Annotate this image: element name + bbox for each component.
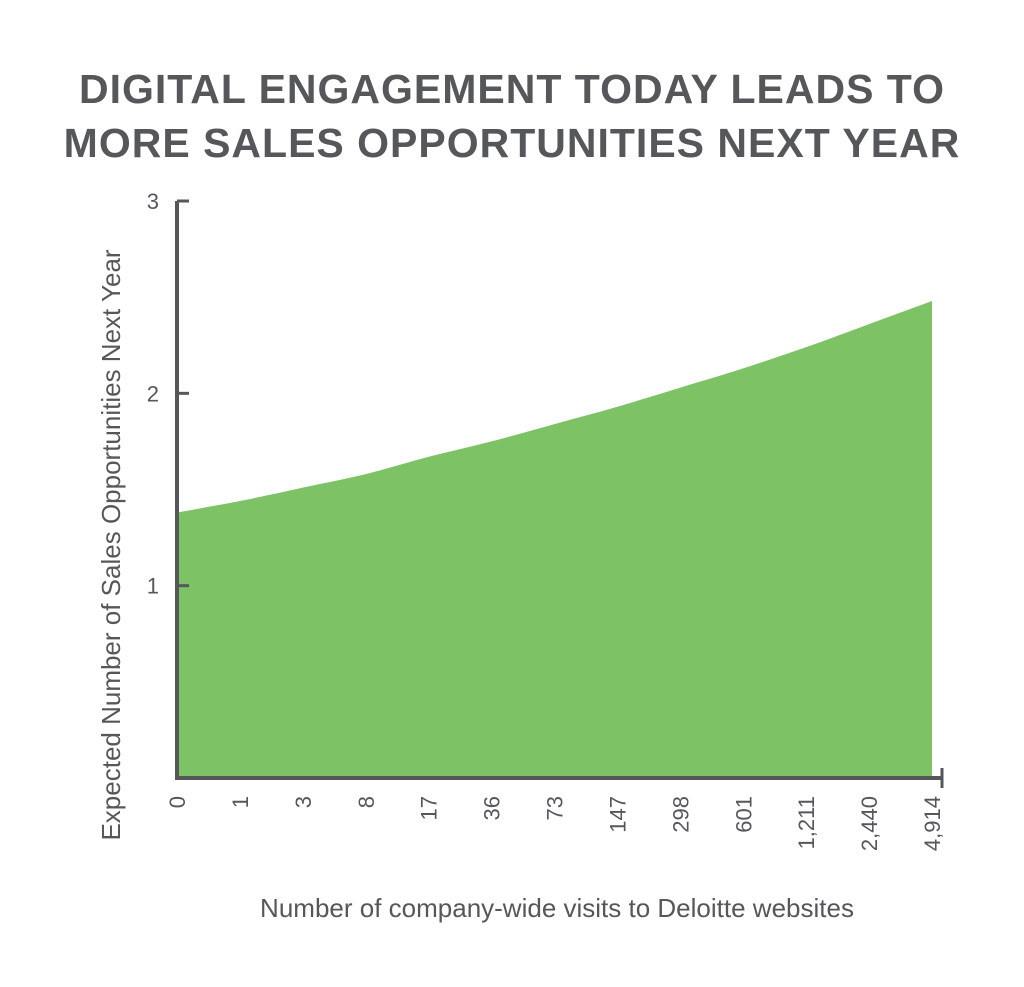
x-tick-label: 8 (354, 796, 379, 808)
y-tick-label: 2 (147, 381, 159, 406)
chart-title-line-1: DIGITAL ENGAGEMENT TODAY LEADS TO (78, 66, 945, 112)
x-tick-label: 4,914 (920, 796, 945, 851)
x-tick-label: 0 (165, 796, 190, 808)
x-tick-label: 601 (731, 796, 756, 833)
y-tick-label: 1 (147, 574, 159, 599)
axes (175, 201, 944, 788)
x-axis-title: Number of company-wide visits to Deloitt… (260, 893, 854, 923)
x-tick-label: 73 (543, 796, 568, 820)
x-tick-label: 298 (668, 796, 693, 833)
x-tick-label: 1 (228, 796, 253, 808)
area-series (177, 301, 932, 778)
chart-title: DIGITAL ENGAGEMENT TODAY LEADS TO MORE S… (0, 62, 1024, 170)
y-axis-ticks: 1 2 3 (147, 189, 189, 599)
x-tick-label: 147 (605, 796, 630, 833)
y-axis-title: Expected Number of Sales Opportunities N… (96, 249, 126, 840)
x-axis-ticks: 0 1 3 8 17 36 73 147 298 601 1,211 2,440 4,914 (165, 796, 945, 851)
x-tick-label: 1,211 (794, 796, 819, 849)
x-tick-label: 2,440 (857, 796, 882, 851)
y-tick-label: 3 (147, 189, 159, 214)
chart-title-line-2: MORE SALES OPPORTUNITIES NEXT YEAR (63, 120, 961, 166)
x-tick-label: 3 (291, 796, 316, 808)
x-tick-label: 36 (480, 796, 505, 820)
plot-area (177, 301, 932, 778)
x-tick-label: 17 (417, 796, 442, 820)
